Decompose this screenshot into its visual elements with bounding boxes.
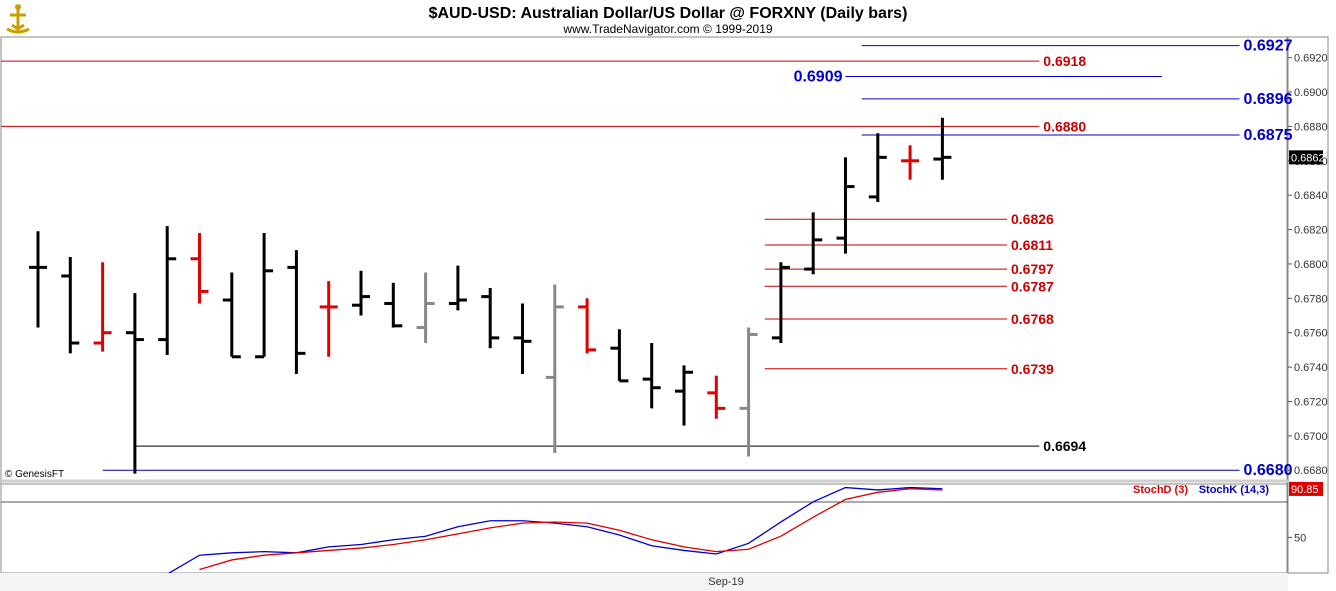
y-tick-label: 0.6800 [1294,259,1328,271]
ohlc-bar-27 [901,145,920,180]
ohlc-bar-21 [707,375,726,419]
x-axis-area [0,573,1288,591]
ohlc-bar-4 [158,226,177,356]
y-tick-label: 0.6780 [1294,293,1328,305]
price-bars [29,117,952,474]
level-label-0.6680: 0.6680 [1244,462,1293,479]
ohlc-bar-1 [61,257,80,354]
last-price-label: 0.6862 [1291,152,1325,164]
y-tick-label: 0.6920 [1294,53,1328,65]
level-label-0.6768: 0.6768 [1011,311,1054,327]
ohlc-bar-25 [836,157,855,254]
level-label-0.6797: 0.6797 [1011,261,1054,277]
stoch-value-box [1289,481,1323,496]
y-tick-label: 0.6720 [1294,396,1328,408]
ohlc-bar-24 [804,212,823,275]
ohlc-bar-17 [578,298,597,354]
ohlc-bar-23 [771,262,790,344]
ohlc-bar-2 [93,262,112,352]
ohlc-bar-26 [868,133,887,203]
genesis-logo-icon [6,4,30,34]
ohlc-bar-19 [642,343,661,409]
level-label-0.6880: 0.6880 [1043,118,1086,134]
level-label-0.6787: 0.6787 [1011,278,1054,294]
level-label-0.6739: 0.6739 [1011,361,1054,377]
ohlc-bar-12 [416,272,435,344]
stochastic-lines: StochD (3) StochK (14,3) 50 90.85 [167,481,1323,573]
ohlc-bar-14 [481,288,500,349]
y-tick-label: 0.6880 [1294,121,1328,133]
y-axis-ticks: 0.69200.69000.68800.68600.68400.68200.68… [1288,53,1328,477]
ohlc-bar-6 [222,272,241,359]
level-label-0.6811: 0.6811 [1011,237,1053,253]
y-tick-label: 0.6900 [1294,87,1328,99]
stoch-legend-k: StochK (14,3) [1199,484,1270,496]
y-tick-label: 0.6840 [1294,190,1328,202]
ohlc-bar-18 [610,329,629,383]
ohlc-bar-15 [513,303,532,374]
ohlc-bar-8 [287,250,306,374]
level-label-0.6918: 0.6918 [1043,53,1086,69]
y-tick-label: 0.6820 [1294,225,1328,237]
y-tick-label: 0.6740 [1294,362,1328,374]
ohlc-bar-9 [319,281,338,357]
level-label-0.6896: 0.6896 [1244,91,1293,108]
x-axis-label: Sep-19 [708,576,743,588]
watermark: © GenesisFT [5,469,64,480]
level-lines: 0.6927 0.6918 0.6909 0.6896 0.6880 0.6875 0.68… [1,38,1293,479]
chart-title: $AUD-USD: Australian Dollar/US Dollar @ … [429,5,908,22]
level-label-0.6826: 0.6826 [1011,211,1054,227]
ohlc-bar-3 [125,293,144,474]
ohlc-bar-13 [448,265,467,311]
stoch-line-StochD (3) [199,488,943,571]
level-label-0.6927: 0.6927 [1244,38,1293,55]
ohlc-bar-7 [255,232,274,359]
chart-subtitle: www.TradeNavigator.com © 1999-2019 [562,22,772,36]
y-tick-label: 0.6700 [1294,431,1328,443]
y-tick-label: 0.6760 [1294,328,1328,340]
ohlc-bar-28 [933,117,952,180]
ohlc-bar-16 [545,284,564,454]
stoch-value-label: 90.85 [1291,484,1319,496]
stoch-legend-d: StochD (3) [1133,484,1188,496]
y-tick-label: 0.6680 [1294,465,1328,477]
stoch-y-tick-label: 50 [1294,532,1306,544]
ohlc-bar-10 [352,270,370,316]
level-label-0.6909: 0.6909 [794,69,843,86]
ohlc-bar-11 [384,282,403,328]
ohlc-bar-20 [675,365,693,426]
x-axis-labels: Sep-19 [708,576,743,588]
ohlc-bar-22 [739,327,758,457]
level-label-0.6875: 0.6875 [1244,127,1293,144]
ohlc-bar-5 [190,232,209,304]
last-price-box [1289,150,1323,165]
ohlc-bar-0 [29,231,47,328]
level-label-0.6694: 0.6694 [1043,438,1086,454]
